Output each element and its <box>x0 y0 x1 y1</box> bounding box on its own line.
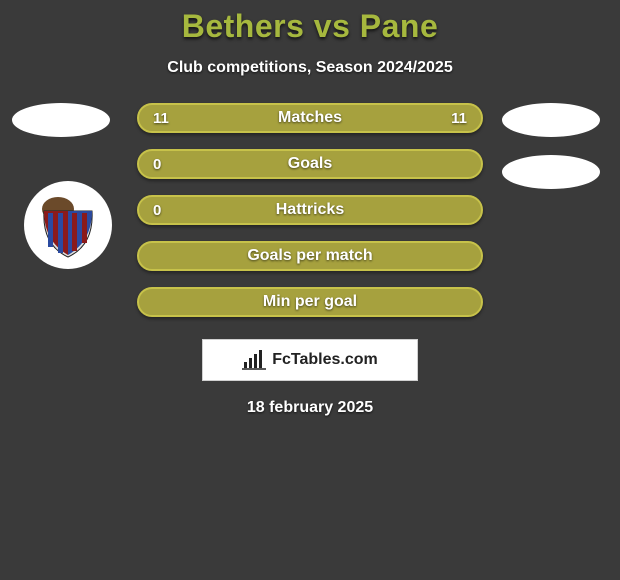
brand-attribution[interactable]: FcTables.com <box>202 339 418 381</box>
player-right-placeholder-icon-2 <box>502 155 600 189</box>
bar-chart-icon <box>242 350 266 370</box>
stat-left-value: 0 <box>153 156 161 173</box>
club-crest-icon <box>32 189 104 261</box>
stat-label: Matches <box>278 109 342 127</box>
stat-left-value: 11 <box>153 110 169 127</box>
club-badge <box>24 181 112 269</box>
stat-label: Goals <box>288 155 332 173</box>
stat-row-hattricks: 0 Hattricks <box>137 195 483 225</box>
stat-row-goals: 0 Goals <box>137 149 483 179</box>
stat-row-goals-per-match: Goals per match <box>137 241 483 271</box>
stat-right-value: 11 <box>451 110 467 127</box>
player-right-placeholder-icon <box>502 103 600 137</box>
stat-left-value: 0 <box>153 202 161 219</box>
stat-row-min-per-goal: Min per goal <box>137 287 483 317</box>
stat-label: Goals per match <box>247 247 372 265</box>
player-left-placeholder-icon <box>12 103 110 137</box>
page-subtitle: Club competitions, Season 2024/2025 <box>167 59 452 77</box>
page-title: Bethers vs Pane <box>182 8 439 45</box>
stat-label: Min per goal <box>263 293 357 311</box>
stat-row-matches: 11 Matches 11 <box>137 103 483 133</box>
snapshot-date: 18 february 2025 <box>247 399 373 417</box>
stat-label: Hattricks <box>276 201 344 219</box>
brand-label: FcTables.com <box>272 351 378 369</box>
stats-list: 11 Matches 11 0 Goals 0 Hattricks Goals … <box>137 103 483 317</box>
